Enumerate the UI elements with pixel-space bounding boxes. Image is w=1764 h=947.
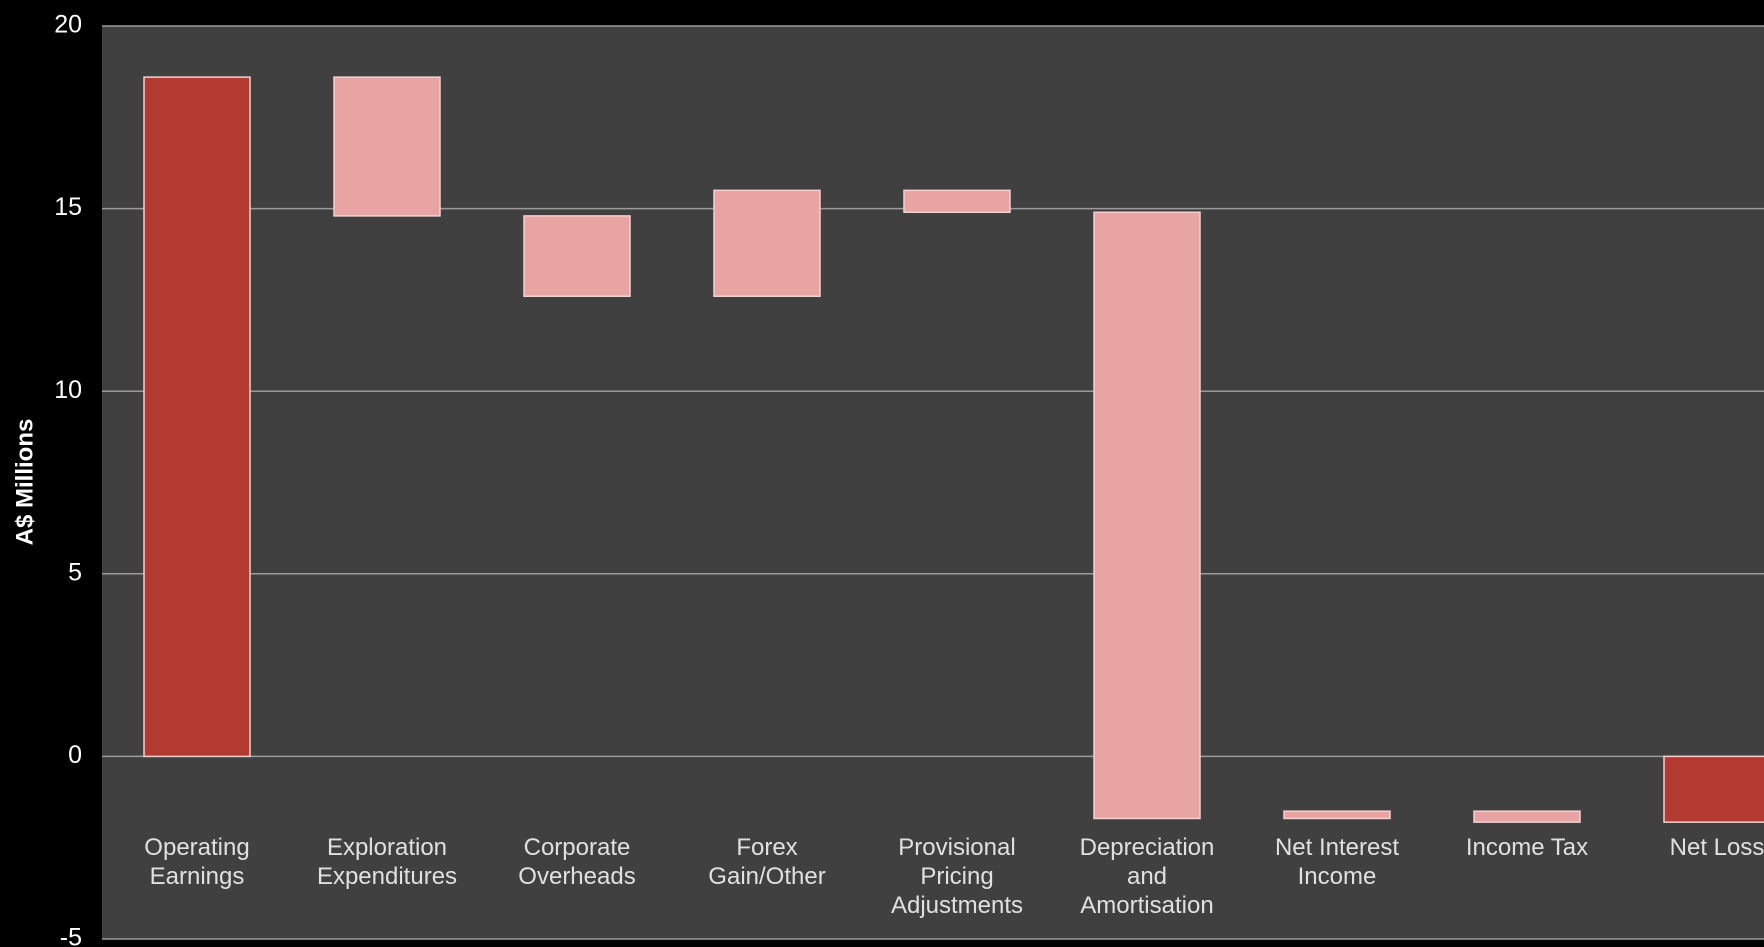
x-tick-label: Operating Earnings bbox=[144, 834, 249, 890]
y-tick-label: 5 bbox=[68, 558, 82, 586]
x-tick-label: Forex Gain/Other bbox=[708, 834, 825, 890]
bar bbox=[1093, 211, 1201, 820]
label-line: Exploration bbox=[327, 834, 447, 861]
label-line: Depreciation bbox=[1080, 834, 1215, 861]
x-tick-label: Provisional Pricing Adjustments bbox=[891, 834, 1023, 919]
bar bbox=[713, 189, 821, 297]
label-line: and bbox=[1127, 863, 1167, 890]
label-line: Provisional bbox=[898, 834, 1015, 861]
bar bbox=[1283, 810, 1391, 820]
bar bbox=[333, 76, 441, 217]
y-axis-label: A$ Millions bbox=[11, 419, 38, 546]
bar bbox=[1663, 755, 1764, 823]
bar bbox=[523, 215, 631, 297]
label-line: Operating bbox=[144, 834, 249, 861]
x-tick-label: Exploration Expenditures bbox=[317, 834, 457, 890]
x-tick-label: Corporate Overheads bbox=[518, 834, 635, 890]
bar bbox=[143, 76, 251, 758]
label-line: Forex bbox=[736, 834, 797, 861]
label-line: Adjustments bbox=[891, 892, 1023, 919]
label-line: Corporate bbox=[524, 834, 631, 861]
bar bbox=[1473, 810, 1581, 823]
label-line: Earnings bbox=[150, 863, 245, 890]
x-tick-label: Depreciation and Amortisation bbox=[1080, 834, 1215, 919]
label-line: Income Tax bbox=[1466, 834, 1588, 861]
label-line: Net Loss bbox=[1670, 834, 1764, 861]
label-line: Income bbox=[1298, 863, 1377, 890]
label-line: Expenditures bbox=[317, 863, 457, 890]
y-tick-label: 10 bbox=[54, 376, 82, 404]
bar bbox=[903, 189, 1011, 214]
x-tick-label: Net Interest Income bbox=[1275, 834, 1399, 890]
x-tick-label: Income Tax bbox=[1466, 834, 1588, 861]
y-tick-label: 20 bbox=[54, 11, 82, 39]
y-tick-label: -5 bbox=[60, 924, 82, 947]
label-line: Net Interest bbox=[1275, 834, 1399, 861]
label-line: Pricing bbox=[920, 863, 993, 890]
label-line: Gain/Other bbox=[708, 863, 825, 890]
label-line: Overheads bbox=[518, 863, 635, 890]
label-line: Amortisation bbox=[1080, 892, 1213, 919]
x-tick-label: Net Loss bbox=[1670, 834, 1764, 861]
y-tick-label: 0 bbox=[68, 741, 82, 769]
y-tick-label: 15 bbox=[54, 193, 82, 221]
